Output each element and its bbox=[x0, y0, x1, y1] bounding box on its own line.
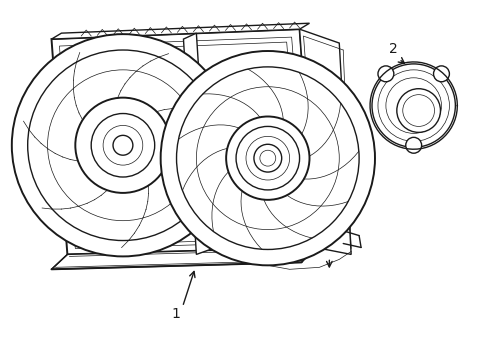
Text: 1: 1 bbox=[171, 307, 180, 321]
Circle shape bbox=[225, 117, 309, 200]
Text: 2: 2 bbox=[388, 42, 397, 56]
Circle shape bbox=[236, 126, 299, 190]
Circle shape bbox=[405, 137, 421, 153]
Polygon shape bbox=[51, 23, 309, 39]
Polygon shape bbox=[60, 37, 307, 248]
Circle shape bbox=[12, 34, 234, 256]
Circle shape bbox=[377, 66, 393, 82]
Polygon shape bbox=[183, 33, 210, 255]
Circle shape bbox=[253, 144, 281, 172]
Circle shape bbox=[103, 125, 142, 165]
Circle shape bbox=[28, 50, 218, 240]
Circle shape bbox=[371, 64, 454, 147]
Circle shape bbox=[402, 95, 434, 126]
Circle shape bbox=[385, 78, 441, 133]
Polygon shape bbox=[51, 29, 315, 255]
Circle shape bbox=[259, 150, 275, 166]
Polygon shape bbox=[51, 247, 315, 269]
Circle shape bbox=[75, 98, 170, 193]
Circle shape bbox=[245, 136, 289, 180]
Circle shape bbox=[377, 70, 448, 141]
Polygon shape bbox=[299, 29, 350, 255]
Circle shape bbox=[433, 66, 448, 82]
Circle shape bbox=[91, 113, 154, 177]
Circle shape bbox=[161, 51, 374, 265]
Circle shape bbox=[396, 89, 440, 132]
Circle shape bbox=[176, 67, 358, 249]
Circle shape bbox=[47, 70, 198, 221]
Circle shape bbox=[196, 87, 339, 230]
Circle shape bbox=[113, 135, 133, 155]
